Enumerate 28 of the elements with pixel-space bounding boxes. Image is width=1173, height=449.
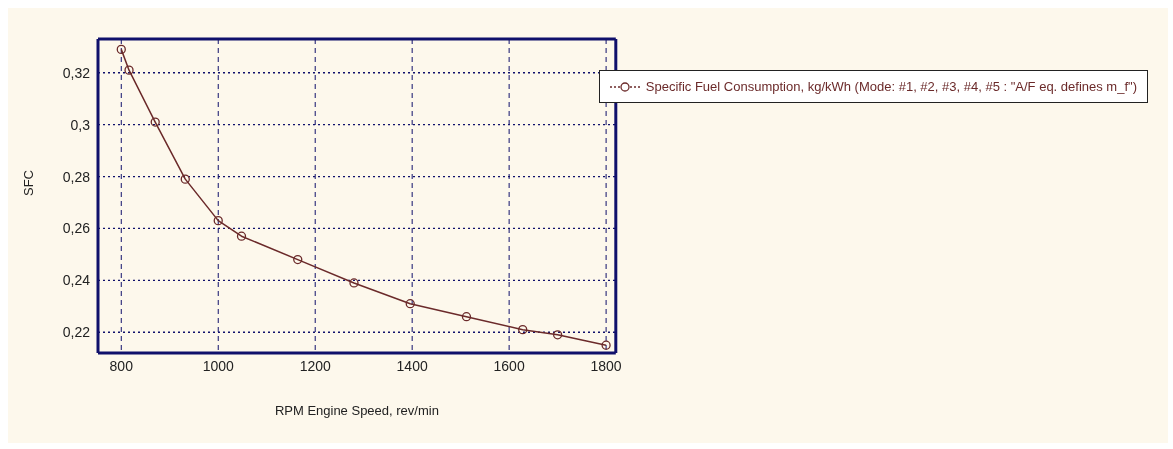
y-tick-label: 0,3 xyxy=(70,116,91,133)
x-tick-label: 1200 xyxy=(299,357,331,374)
x-tick-label: 1600 xyxy=(493,357,525,374)
y-tick-label: 0,26 xyxy=(62,220,91,237)
x-tick-label: 1000 xyxy=(202,357,235,374)
point xyxy=(461,312,472,322)
y-axis-title: SFC xyxy=(20,170,36,196)
y-tick-label: 0,32 xyxy=(62,64,91,81)
y-tick-label: 0,22 xyxy=(62,324,91,341)
x-axis-title: RPM Engine Speed, rev/min xyxy=(274,403,439,418)
point xyxy=(405,299,415,309)
point xyxy=(150,117,160,127)
legend-label: Specific Fuel Consumption, kg/kWh (Mode: #1, #2, #3, #4, #5 : "A/F eq. defines m_f") xyxy=(645,79,1137,94)
x-tick-label: 1800 xyxy=(590,357,622,374)
point xyxy=(213,216,223,226)
point xyxy=(601,340,611,350)
point xyxy=(552,330,563,340)
point xyxy=(180,174,190,184)
x-tick-label: 800 xyxy=(109,357,134,374)
point xyxy=(518,325,528,335)
point xyxy=(116,44,126,55)
x-tick-label: 1400 xyxy=(396,357,428,374)
y-tick-label: 0,28 xyxy=(62,168,91,185)
point xyxy=(293,254,303,265)
point xyxy=(236,231,247,241)
point xyxy=(349,278,359,288)
point xyxy=(124,65,134,75)
y-tick-label: 0,24 xyxy=(62,272,91,289)
